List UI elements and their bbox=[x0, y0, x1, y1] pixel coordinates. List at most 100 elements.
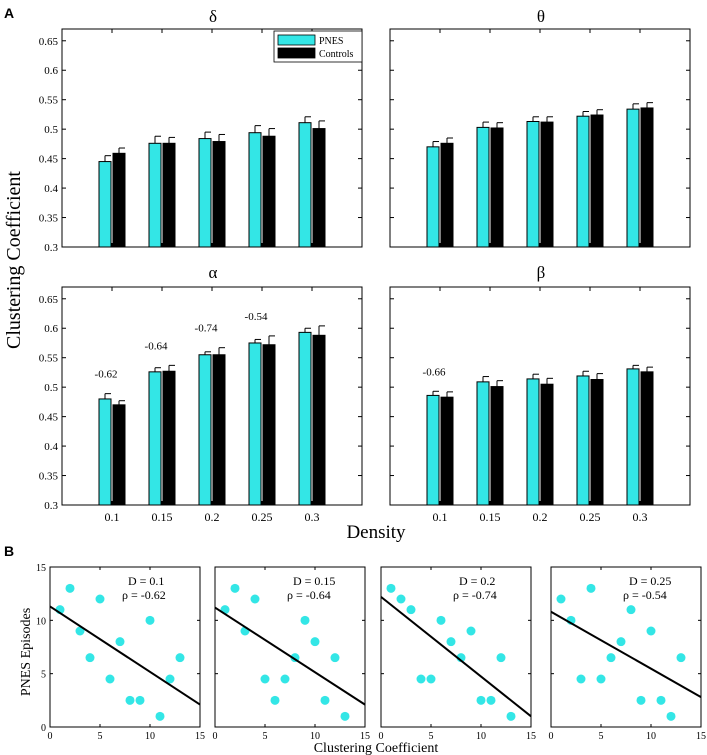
bar-controls bbox=[262, 135, 276, 248]
x-tick-label: 0.25 bbox=[252, 510, 273, 524]
panel-title: θ bbox=[537, 7, 545, 26]
legend-swatch-controls bbox=[277, 47, 316, 59]
plot-frame bbox=[61, 28, 363, 248]
scatter-point bbox=[406, 605, 416, 615]
x-tick-label: 0.25 bbox=[580, 510, 601, 524]
y-tick-label: 0.45 bbox=[39, 154, 59, 166]
legend: PNES Controls bbox=[273, 30, 363, 63]
panel-b-ylabel: PNES Episodes bbox=[19, 608, 34, 696]
x-tick-label: 10 bbox=[646, 731, 656, 742]
scatter-d-0-25: 0 5 10 15 D = 0.25ρ = -0.54 bbox=[549, 566, 706, 742]
scatter-point bbox=[446, 637, 456, 647]
y-tick-label: 5 bbox=[41, 670, 46, 681]
plot-frame bbox=[214, 566, 366, 728]
scatter-point bbox=[626, 605, 636, 615]
x-tick-label: 0.1 bbox=[105, 510, 120, 524]
density-label: D = 0.1 bbox=[128, 574, 164, 588]
scatter-point bbox=[300, 615, 310, 625]
bar-controls bbox=[112, 404, 126, 506]
scatter-point bbox=[646, 626, 656, 636]
x-tick-label: 10 bbox=[310, 731, 320, 742]
scatter-point bbox=[85, 653, 95, 663]
regression-line bbox=[49, 605, 201, 706]
scatter-point bbox=[666, 711, 676, 721]
bar-pnes bbox=[148, 142, 162, 248]
rho-label: ρ = -0.62 bbox=[122, 588, 166, 602]
scatter-point bbox=[135, 695, 145, 705]
density-label: D = 0.25 bbox=[629, 574, 671, 588]
scatter-point bbox=[155, 711, 165, 721]
rho-label: ρ = -0.54 bbox=[623, 588, 667, 602]
scatter-point bbox=[506, 711, 516, 721]
scatter-point bbox=[230, 583, 240, 593]
scatter-point bbox=[250, 594, 260, 604]
x-tick-label: 0.15 bbox=[480, 510, 501, 524]
x-tick-label: 0.2 bbox=[205, 510, 220, 524]
scatter-d-0-1: 00 5 5 10 10 15 15 D = 0.1ρ = -0.62 bbox=[36, 563, 205, 742]
bar-pnes bbox=[426, 146, 440, 248]
scatter-point bbox=[416, 674, 426, 684]
scatter-point bbox=[496, 653, 506, 663]
scatter-point bbox=[115, 637, 125, 647]
bar-controls bbox=[212, 141, 226, 248]
scatter-point bbox=[466, 626, 476, 636]
x-tick-label: 0.2 bbox=[533, 510, 548, 524]
x-tick-label: 5 bbox=[599, 731, 604, 742]
panel-a-label: A bbox=[4, 5, 14, 21]
bar-pnes bbox=[626, 108, 640, 248]
y-tick-label: 0.45 bbox=[39, 412, 59, 424]
scatter-point bbox=[606, 653, 616, 663]
x-tick-label: 0 bbox=[48, 731, 53, 742]
panel-a-ylabel: Clustering Coefficient bbox=[3, 171, 25, 349]
y-tick-label: 0.4 bbox=[44, 183, 58, 195]
bar-controls bbox=[112, 152, 126, 248]
bar-pnes bbox=[576, 115, 590, 248]
x-tick-label: 10 bbox=[476, 731, 486, 742]
x-tick-label: 0 bbox=[213, 731, 218, 742]
y-tick-label: 0.6 bbox=[44, 323, 58, 335]
plot-frame bbox=[389, 286, 691, 506]
y-tick-label: 0.3 bbox=[44, 500, 58, 512]
x-tick-label: 15 bbox=[526, 731, 536, 742]
y-tick-label: 0.55 bbox=[39, 353, 59, 365]
y-tick-label: 0.35 bbox=[39, 471, 59, 483]
y-tick-label: 10 bbox=[36, 616, 46, 627]
bar-pnes bbox=[626, 368, 640, 506]
scatter-point bbox=[426, 674, 436, 684]
scatter-point bbox=[65, 583, 75, 593]
scatter-point bbox=[270, 695, 280, 705]
scatter-point bbox=[280, 674, 290, 684]
legend-label-pnes: PNES bbox=[319, 36, 343, 47]
density-label: D = 0.15 bbox=[293, 574, 335, 588]
scatter-point bbox=[616, 637, 626, 647]
bar-controls bbox=[490, 386, 504, 506]
bar-controls bbox=[162, 370, 176, 506]
y-tick-label: 0.4 bbox=[44, 441, 58, 453]
x-tick-label: 0.3 bbox=[305, 510, 320, 524]
panel-title: δ bbox=[209, 7, 217, 26]
x-tick-label: 0 bbox=[549, 731, 554, 742]
correlation-annotation: -0.54 bbox=[245, 311, 268, 323]
scatter-point bbox=[476, 695, 486, 705]
bar-controls bbox=[640, 371, 654, 506]
plot-frame bbox=[550, 566, 702, 728]
y-tick-label: 0.5 bbox=[44, 124, 58, 136]
legend-label-controls: Controls bbox=[319, 49, 354, 60]
rho-label: ρ = -0.74 bbox=[453, 588, 497, 602]
panel-title: α bbox=[209, 263, 218, 282]
bar-controls bbox=[590, 379, 604, 506]
x-tick-label: 5 bbox=[263, 731, 268, 742]
plot-frame bbox=[49, 566, 201, 728]
x-tick-label: 5 bbox=[98, 731, 103, 742]
correlation-annotation: -0.74 bbox=[195, 323, 218, 335]
legend-swatch-pnes bbox=[277, 34, 316, 46]
plot-frame bbox=[389, 28, 691, 248]
bar-pnes bbox=[298, 122, 312, 248]
bar-pnes bbox=[526, 121, 540, 248]
bar-controls bbox=[540, 121, 554, 248]
bar-controls bbox=[212, 354, 226, 506]
x-tick-label: 0.3 bbox=[633, 510, 648, 524]
scatter-point bbox=[145, 615, 155, 625]
panel-a-xlabel: Density bbox=[346, 522, 406, 543]
